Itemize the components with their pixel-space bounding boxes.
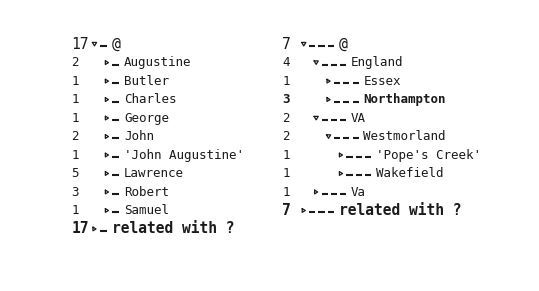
Text: England: England bbox=[351, 56, 404, 69]
Text: Northampton: Northampton bbox=[363, 93, 446, 106]
Text: @: @ bbox=[112, 37, 120, 52]
Text: related with ?: related with ? bbox=[338, 203, 461, 218]
Text: 'John Augustine': 'John Augustine' bbox=[124, 148, 244, 162]
Text: 1: 1 bbox=[71, 111, 79, 125]
Text: 17: 17 bbox=[71, 221, 89, 237]
Text: Essex: Essex bbox=[363, 74, 401, 88]
Text: 3: 3 bbox=[71, 185, 79, 198]
Text: Augustine: Augustine bbox=[124, 56, 191, 69]
Text: 1: 1 bbox=[71, 204, 79, 217]
Text: Va: Va bbox=[351, 185, 366, 198]
Text: 1: 1 bbox=[71, 148, 79, 162]
Text: 3: 3 bbox=[282, 93, 289, 106]
Text: 1: 1 bbox=[71, 74, 79, 88]
Text: Lawrence: Lawrence bbox=[124, 167, 184, 180]
Text: 2: 2 bbox=[71, 130, 79, 143]
Text: 17: 17 bbox=[71, 37, 89, 52]
Text: Samuel: Samuel bbox=[124, 204, 169, 217]
Text: 1: 1 bbox=[282, 74, 289, 88]
Text: George: George bbox=[124, 111, 169, 125]
Text: Charles: Charles bbox=[124, 93, 176, 106]
Text: 1: 1 bbox=[282, 148, 289, 162]
Text: 2: 2 bbox=[282, 111, 289, 125]
Text: Butler: Butler bbox=[124, 74, 169, 88]
Text: 7: 7 bbox=[282, 37, 291, 52]
Text: related with ?: related with ? bbox=[112, 221, 234, 237]
Text: 5: 5 bbox=[71, 167, 79, 180]
Text: 1: 1 bbox=[282, 167, 289, 180]
Text: Robert: Robert bbox=[124, 185, 169, 198]
Text: @: @ bbox=[338, 37, 347, 52]
Text: 1: 1 bbox=[71, 93, 79, 106]
Text: VA: VA bbox=[351, 111, 366, 125]
Text: Wakefield: Wakefield bbox=[376, 167, 443, 180]
Text: 2: 2 bbox=[71, 56, 79, 69]
Text: 1: 1 bbox=[282, 185, 289, 198]
Text: 'Pope's Creek': 'Pope's Creek' bbox=[376, 148, 481, 162]
Text: 7: 7 bbox=[282, 203, 291, 218]
Text: John: John bbox=[124, 130, 154, 143]
Text: 2: 2 bbox=[282, 130, 289, 143]
Text: 4: 4 bbox=[282, 56, 289, 69]
Text: Westmorland: Westmorland bbox=[363, 130, 446, 143]
